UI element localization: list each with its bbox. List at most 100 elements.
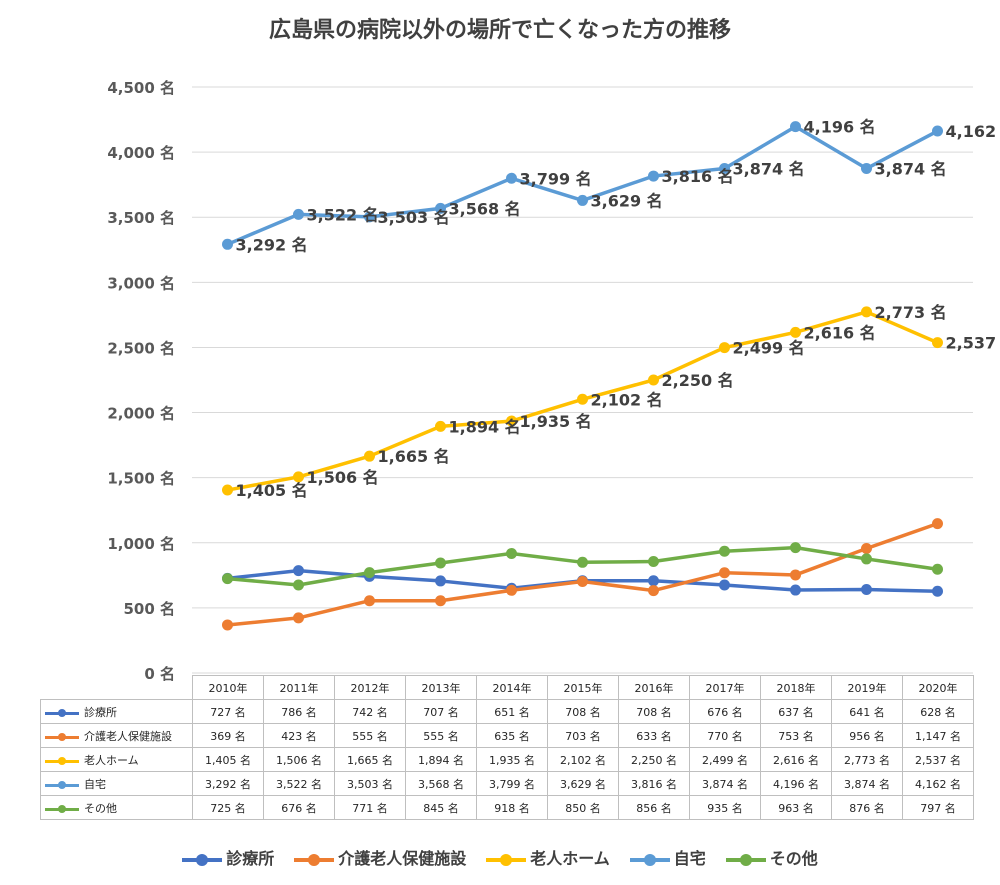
data-point	[932, 337, 943, 349]
table-cell: 633 名	[618, 723, 690, 748]
data-point	[577, 194, 588, 206]
data-label: 2,102 名	[591, 390, 663, 409]
table-cell: 3,522 名	[263, 771, 335, 796]
table-cell: 2,537 名	[902, 747, 974, 772]
data-point	[293, 579, 304, 591]
chart-legend: 診療所 介護老人保健施設 老人ホーム 自宅 その他	[0, 845, 1000, 869]
data-label: 2,773 名	[875, 303, 947, 322]
y-tick-label: 1,500 名	[107, 470, 175, 488]
y-tick-label: 3,500 名	[107, 209, 175, 227]
data-label: 3,799 名	[520, 169, 592, 188]
table-row: 老人ホーム 1,405 名 1,506 名 1,665 名 1,894 名 1,935 名…	[40, 747, 974, 772]
y-tick-label: 4,500 名	[107, 79, 175, 97]
data-point	[364, 595, 375, 607]
data-point	[222, 484, 233, 496]
data-point	[861, 163, 872, 175]
table-cell: 2,773 名	[831, 747, 903, 772]
table-cell: 3,816 名	[618, 771, 690, 796]
x-category-label: 2019年	[831, 675, 903, 700]
data-point	[435, 202, 446, 214]
data-point	[790, 584, 801, 596]
table-cell: 3,874 名	[831, 771, 903, 796]
legend-swatch	[629, 853, 670, 866]
series-swatch	[45, 732, 79, 741]
data-point	[932, 563, 943, 575]
table-cell: 1,894 名	[405, 747, 477, 772]
table-row: その他 725 名 676 名 771 名 845 名 918 名 850 名 856 名 93…	[40, 795, 974, 820]
x-category-label: 2013年	[405, 675, 477, 700]
table-cell: 2,250 名	[618, 747, 690, 772]
data-point	[577, 556, 588, 568]
series-swatch	[45, 756, 79, 765]
data-point	[648, 170, 659, 182]
data-label: 1,506 名	[307, 468, 379, 487]
data-point	[790, 542, 801, 554]
y-tick-label: 1,000 名	[107, 535, 175, 553]
data-point	[222, 619, 233, 631]
data-point	[364, 450, 375, 462]
data-point	[222, 238, 233, 250]
table-cell: 727 名	[192, 699, 264, 724]
x-category-label: 2015年	[547, 675, 619, 700]
table-cell: 676 名	[263, 795, 335, 820]
table-cell: 742 名	[334, 699, 406, 724]
table-cell: 423 名	[263, 723, 335, 748]
legend-swatch	[182, 853, 223, 866]
data-point	[293, 612, 304, 624]
table-cell: 918 名	[476, 795, 548, 820]
data-table: 2010年 2011年 2012年 2013年 2014年 2015年 2016年 2017年…	[40, 675, 974, 820]
data-point	[719, 545, 730, 557]
data-point	[648, 575, 659, 587]
table-corner	[40, 675, 193, 700]
legend-swatch	[486, 853, 527, 866]
data-point	[648, 374, 659, 386]
data-label: 3,292 名	[236, 235, 308, 254]
table-cell: 1,147 名	[902, 723, 974, 748]
data-label: 2,499 名	[733, 339, 805, 358]
table-cell: 628 名	[902, 699, 974, 724]
chart-title: 広島県の病院以外の場所で亡くなった方の推移	[268, 18, 731, 43]
table-cell: 4,162 名	[902, 771, 974, 796]
table-row: 自宅 3,292 名 3,522 名 3,503 名 3,568 名 3,799 名 3,6…	[40, 771, 974, 796]
data-point	[506, 172, 517, 184]
table-cell: 1,935 名	[476, 747, 548, 772]
data-point	[222, 573, 233, 585]
data-label: 2,537 名	[946, 334, 1000, 353]
table-cell: 708 名	[547, 699, 619, 724]
x-category-label: 2016年	[618, 675, 690, 700]
data-point	[364, 211, 375, 223]
table-cell: 956 名	[831, 723, 903, 748]
table-cell: 369 名	[192, 723, 264, 748]
table-cell: 707 名	[405, 699, 477, 724]
data-label: 1,405 名	[236, 481, 308, 500]
data-label: 2,616 名	[804, 323, 876, 342]
data-point	[506, 547, 517, 559]
data-point	[435, 575, 446, 587]
data-point	[719, 342, 730, 354]
table-cell: 1,405 名	[192, 747, 264, 772]
data-point	[293, 208, 304, 220]
legend-item: その他	[725, 845, 818, 869]
data-point	[648, 556, 659, 568]
legend-item: 診療所	[182, 845, 274, 869]
y-tick-label: 3,000 名	[107, 274, 175, 292]
table-cell: 850 名	[547, 795, 619, 820]
data-label: 3,629 名	[591, 191, 663, 210]
series-swatch	[45, 780, 79, 789]
y-tick-label: 2,500 名	[107, 339, 175, 357]
table-cell: 797 名	[902, 795, 974, 820]
data-label: 3,503 名	[378, 208, 450, 227]
data-label: 1,665 名	[378, 447, 450, 466]
data-point	[293, 565, 304, 577]
table-cell: 1,506 名	[263, 747, 335, 772]
table-cell: 753 名	[760, 723, 832, 748]
table-cell: 3,629 名	[547, 771, 619, 796]
x-category-label: 2011年	[263, 675, 335, 700]
data-point	[435, 557, 446, 569]
table-cell: 786 名	[263, 699, 335, 724]
series-swatch	[45, 804, 79, 813]
table-cell: 635 名	[476, 723, 548, 748]
data-point	[861, 584, 872, 596]
data-point	[435, 420, 446, 432]
